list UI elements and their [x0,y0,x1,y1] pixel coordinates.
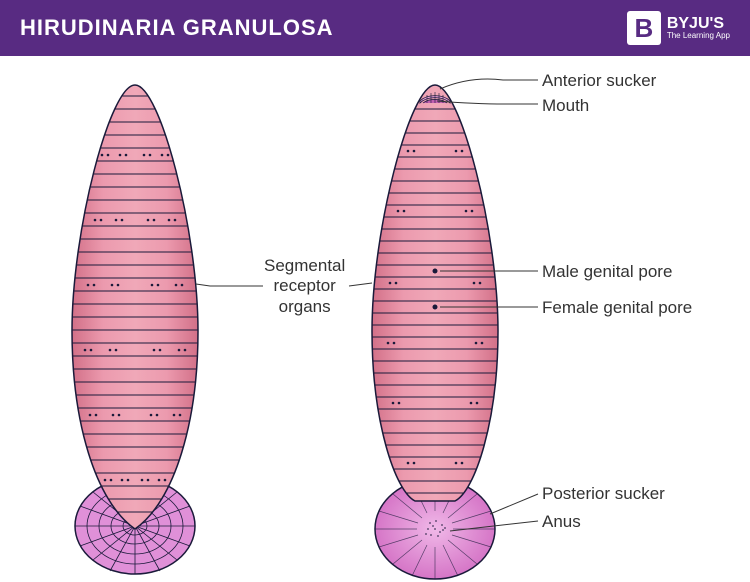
label-segmental-receptor: Segmental receptor organs [264,256,345,317]
label-mouth: Mouth [542,96,589,116]
logo-tagline: The Learning App [667,32,730,40]
label-anterior-sucker: Anterior sucker [542,71,656,91]
label-female-pore: Female genital pore [542,298,692,318]
logo-text: BYJU'S The Learning App [667,16,730,40]
logo-icon: B [627,11,661,45]
diagram-area: Anterior sucker Mouth Segmental receptor… [0,56,750,582]
logo-brand: BYJU'S [667,16,730,32]
brand-logo: B BYJU'S The Learning App [627,11,730,45]
label-posterior-sucker: Posterior sucker [542,484,665,504]
page-title: HIRUDINARIA GRANULOSA [20,15,334,41]
label-anus: Anus [542,512,581,532]
header-bar: HIRUDINARIA GRANULOSA B BYJU'S The Learn… [0,0,750,56]
label-male-pore: Male genital pore [542,262,672,282]
